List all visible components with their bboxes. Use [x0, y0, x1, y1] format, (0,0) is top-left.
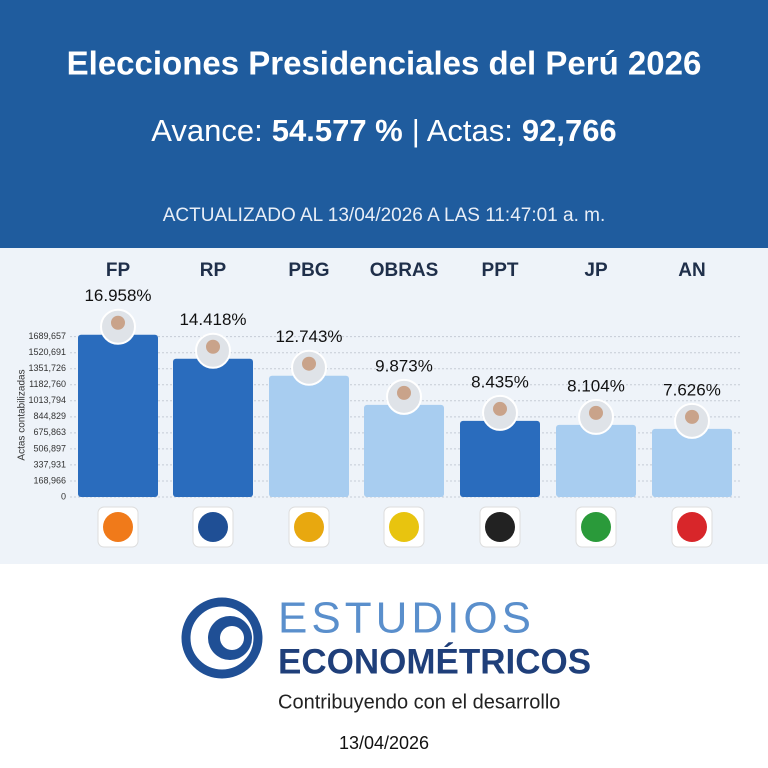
actas-label: | Actas:	[412, 113, 513, 148]
bar	[269, 375, 349, 497]
bar	[78, 334, 158, 497]
y-tick-label: 675,863	[33, 427, 66, 437]
candidate-face	[302, 356, 316, 371]
value-label: 14.418%	[179, 310, 246, 329]
candidate-face	[397, 385, 411, 400]
value-label: 16.958%	[84, 286, 151, 305]
y-tick-label: 1182,760	[29, 379, 66, 389]
party-logo-mark	[677, 512, 707, 542]
y-tick-label: 168,966	[33, 475, 66, 485]
party-logo-mark	[581, 512, 611, 542]
bar	[364, 404, 444, 497]
bar	[173, 358, 253, 497]
candidate-face	[111, 315, 125, 330]
title: Elecciones Presidenciales del Perú 2026	[67, 45, 702, 82]
logo-ring	[181, 597, 263, 679]
header-bg	[0, 0, 768, 248]
y-tick-label: 1351,726	[28, 363, 66, 373]
footer-logo	[181, 597, 263, 679]
y-tick-label: 844,829	[33, 411, 66, 421]
x-tick-label: PBG	[288, 260, 329, 281]
party-logo-mark	[485, 512, 515, 542]
y-tick-label: 1689,657	[28, 331, 66, 341]
x-tick-label: OBRAS	[370, 260, 439, 281]
y-tick-label: 337,931	[33, 459, 66, 469]
x-tick-label: RP	[200, 260, 227, 281]
y-tick-label: 0	[61, 491, 66, 501]
footer-bg	[0, 564, 768, 768]
logo-e	[220, 626, 244, 650]
progress-value: 54.577 %	[272, 113, 403, 148]
brand-top: ESTUDIOS	[278, 594, 535, 643]
y-tick-label: 1013,794	[28, 395, 66, 405]
value-label: 8.104%	[567, 376, 625, 395]
party-logo-mark	[294, 512, 324, 542]
party-logo-mark	[103, 512, 133, 542]
bar	[556, 424, 636, 497]
y-tick-label: 506,897	[33, 443, 66, 453]
progress-label: Avance:	[151, 113, 262, 148]
party-logo-mark	[389, 512, 419, 542]
y-axis-title: Actas contabilizadas	[17, 369, 28, 460]
bar	[652, 428, 732, 497]
value-label: 8.435%	[471, 372, 529, 391]
actas-value: 92,766	[522, 113, 617, 148]
candidate-face	[685, 409, 699, 424]
brand-bottom: ECONOMÉTRICOS	[278, 641, 591, 681]
progress-line: Avance: 54.577 % | Actas: 92,766	[151, 113, 616, 148]
x-tick-label: JP	[584, 260, 608, 281]
value-label: 9.873%	[375, 356, 433, 375]
candidate-face	[206, 339, 220, 354]
candidate-face	[493, 401, 507, 416]
footer-date: 13/04/2026	[339, 733, 429, 753]
updated: ACTUALIZADO AL 13/04/2026 A LAS 11:47:01…	[163, 205, 606, 226]
value-label: 12.743%	[275, 327, 342, 346]
value-label: 7.626%	[663, 380, 721, 399]
y-tick-label: 1520,691	[28, 347, 66, 357]
tagline: Contribuyendo con el desarrollo	[278, 691, 560, 713]
bar	[460, 420, 540, 497]
party-logo-mark	[198, 512, 228, 542]
x-tick-label: PPT	[482, 260, 519, 281]
x-tick-label: FP	[106, 260, 131, 281]
x-tick-label: AN	[678, 260, 705, 281]
candidate-face	[589, 405, 603, 420]
